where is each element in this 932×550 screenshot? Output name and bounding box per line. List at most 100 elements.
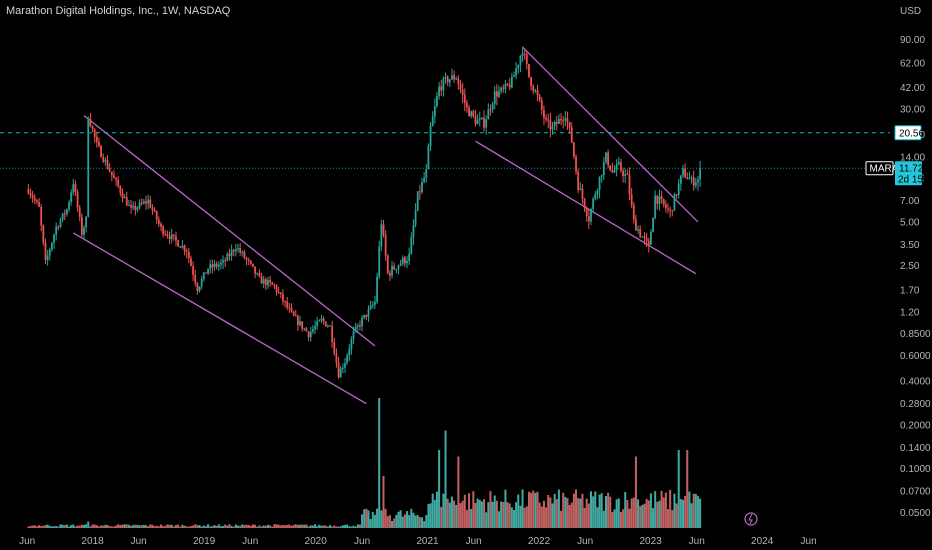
candle-body — [331, 325, 334, 343]
candle-body — [671, 210, 674, 212]
trendline — [72, 232, 367, 405]
candle-body — [273, 284, 276, 286]
candle-body — [502, 87, 505, 89]
candle-body — [102, 157, 105, 162]
candle-body — [510, 76, 513, 88]
volume-bar — [288, 524, 291, 528]
volume-bar — [684, 495, 687, 528]
candle-body — [389, 272, 391, 276]
y-tick-label: 3.50 — [900, 240, 920, 251]
candle-body — [31, 195, 34, 199]
candle-body — [611, 170, 614, 173]
volume-bar — [414, 515, 417, 528]
candle-body — [121, 192, 124, 199]
candle-body — [363, 314, 366, 318]
volume-bar — [395, 514, 398, 528]
x-tick-label: Jun — [689, 536, 705, 547]
candle-body — [269, 280, 272, 283]
candle-body — [508, 84, 511, 88]
volume-bar — [82, 524, 85, 528]
volume-bar — [68, 526, 71, 528]
candle-body — [80, 216, 83, 235]
candle-body — [217, 264, 220, 267]
volume-bar — [314, 524, 317, 528]
candle-body — [562, 120, 565, 122]
candle-body — [190, 258, 192, 267]
volume-bar — [286, 524, 289, 528]
candle-body — [667, 208, 669, 210]
candle-body — [117, 179, 120, 187]
volume-bar — [290, 525, 293, 528]
candle-body — [384, 234, 387, 256]
candle-body — [89, 118, 92, 127]
candle-body — [662, 198, 665, 205]
volume-bar — [391, 521, 394, 528]
event-marker-icon — [744, 512, 758, 526]
candle-body — [536, 90, 539, 96]
candle-body — [262, 279, 265, 284]
candle-body — [581, 188, 584, 199]
volume-layer — [27, 398, 702, 528]
candle-body — [320, 318, 323, 321]
volume-bar — [247, 524, 250, 528]
candle-body — [592, 198, 595, 210]
volume-bar — [241, 524, 244, 528]
volume-bar — [149, 524, 152, 528]
volume-bar — [162, 526, 165, 528]
candle-body — [408, 253, 411, 261]
candle-body — [566, 118, 569, 123]
candle-body — [585, 208, 588, 217]
candle-body — [286, 301, 289, 308]
volume-bar — [480, 501, 483, 528]
candle-body — [686, 177, 689, 179]
volume-bar — [596, 507, 599, 528]
candle-body — [275, 285, 278, 292]
volume-bar — [224, 524, 227, 528]
candle-body — [339, 368, 342, 378]
volume-bar — [538, 502, 541, 528]
volume-bar — [53, 526, 56, 528]
volume-bar — [110, 526, 113, 528]
candle-body — [160, 223, 162, 227]
volume-bar — [294, 524, 297, 528]
candle-body — [177, 240, 180, 247]
volume-bar — [284, 525, 287, 528]
volume-bar — [215, 525, 218, 528]
candle-body — [36, 200, 38, 203]
candle-body — [669, 209, 672, 211]
volume-bar — [500, 501, 503, 528]
candle-body — [65, 209, 68, 215]
candle-body — [523, 53, 526, 55]
candle-body — [95, 136, 98, 142]
candle-body — [656, 195, 659, 204]
volume-bar — [416, 515, 419, 528]
candle-body — [448, 79, 451, 83]
last-price-label: 11.72 — [899, 164, 924, 175]
candle-body — [147, 199, 150, 204]
volume-bar — [669, 489, 672, 528]
candle-body — [549, 120, 552, 130]
candle-body — [33, 198, 36, 201]
candle-body — [134, 205, 137, 210]
candle-body — [575, 156, 577, 172]
symbol-badge — [865, 161, 894, 176]
candle-body — [386, 255, 389, 273]
candle-body — [605, 152, 607, 163]
candle-body — [232, 250, 235, 252]
volume-bar — [472, 491, 475, 528]
candle-body — [382, 224, 385, 235]
candle-body — [38, 202, 40, 207]
candle-body — [324, 321, 327, 327]
volume-bar — [132, 524, 135, 528]
candle-body — [455, 78, 458, 80]
volume-bar — [192, 525, 195, 528]
volume-bar — [675, 503, 678, 528]
candle-body — [224, 260, 227, 262]
volume-bar — [200, 526, 203, 528]
candle-body — [675, 194, 678, 196]
x-tick-label: 2018 — [81, 536, 104, 547]
volume-bar — [153, 526, 156, 528]
candle-body — [587, 216, 590, 222]
candle-body — [44, 242, 47, 260]
